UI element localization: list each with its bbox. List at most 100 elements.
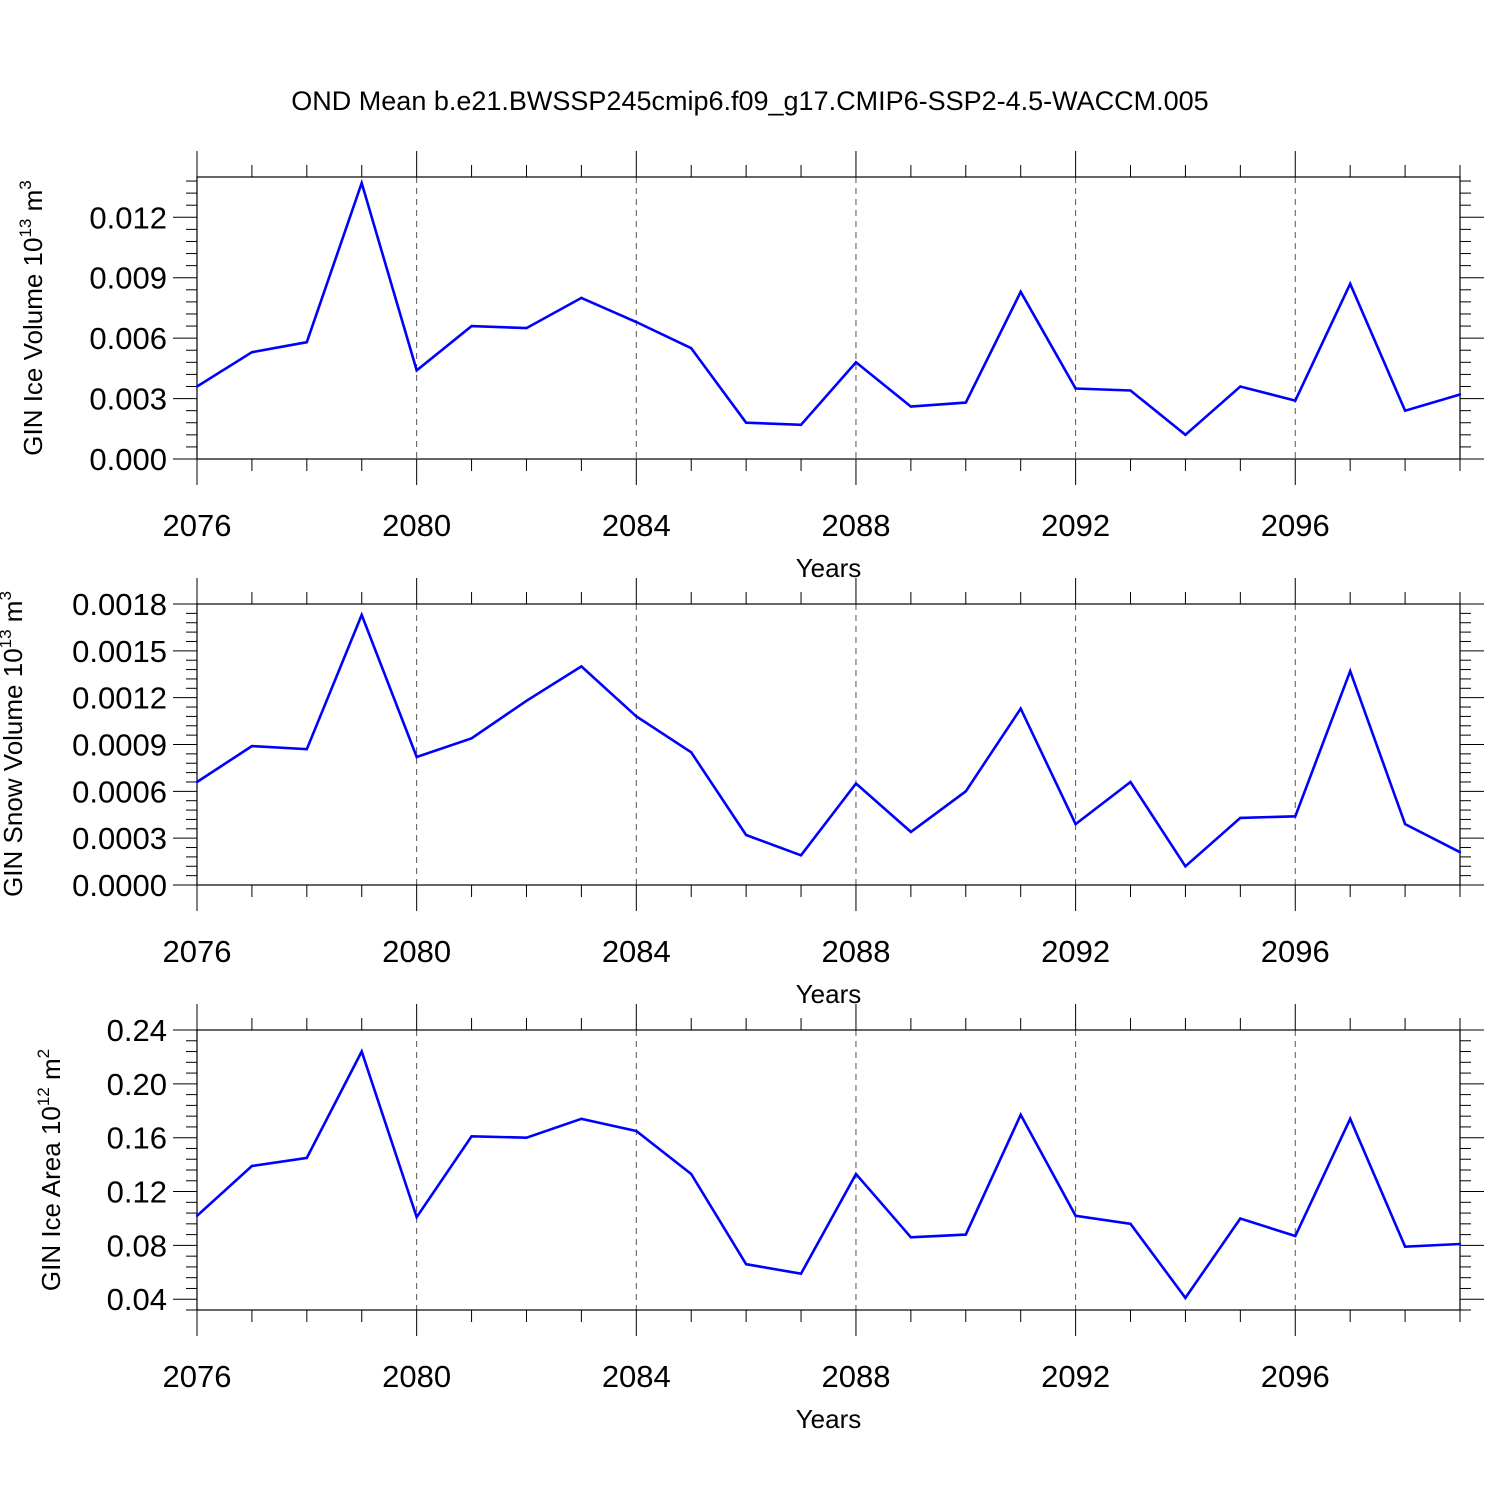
y-axis-label-superscript: 3 <box>0 591 15 600</box>
data-point <box>690 1172 693 1176</box>
y-tick-label: 0.16 <box>107 1121 167 1156</box>
data-point <box>1239 816 1242 820</box>
data-point <box>1074 387 1077 390</box>
data-point <box>305 747 309 751</box>
data-point <box>1019 290 1022 294</box>
x-tick-label: 2080 <box>382 934 451 969</box>
x-tick-label: 2076 <box>163 934 232 969</box>
data-point <box>1348 282 1352 285</box>
x-tick-label: 2096 <box>1261 508 1330 543</box>
data-point <box>525 1136 528 1139</box>
x-tick-label: 2088 <box>821 934 890 969</box>
data-point <box>854 1172 858 1176</box>
y-tick-label: 0.006 <box>89 321 167 356</box>
y-axis-label-superscript: 13 <box>16 219 35 238</box>
data-point <box>1184 1296 1187 1300</box>
data-point <box>470 1135 473 1138</box>
y-tick-label: 0.000 <box>89 442 167 477</box>
series-line <box>196 178 1461 437</box>
y-tick-label: 0.0018 <box>72 587 167 622</box>
y-axis-label-superscript: 2 <box>34 1049 53 1058</box>
data-point <box>470 324 473 328</box>
y-axis-label-part: m <box>18 190 48 219</box>
y-tick-label: 0.20 <box>107 1067 167 1102</box>
data-point <box>635 320 638 324</box>
y-tick-label: 0.0015 <box>72 634 167 669</box>
data-point <box>525 326 528 330</box>
data-point <box>909 1236 913 1239</box>
y-axis-label: GIN Snow Volume 1013 m3 <box>0 591 28 897</box>
series-line <box>196 611 1461 869</box>
data-point <box>1348 1117 1352 1121</box>
data-point <box>415 755 418 759</box>
data-point <box>360 613 363 617</box>
x-axis-label: Years <box>796 1404 862 1434</box>
data-point <box>580 296 583 300</box>
data-point <box>525 699 528 702</box>
x-tick-label: 2080 <box>382 508 451 543</box>
data-point <box>1403 409 1407 412</box>
y-axis-label-part: GIN Snow Volume 10 <box>0 648 28 897</box>
x-tick-label: 2084 <box>602 934 671 969</box>
data-point <box>1019 1113 1022 1117</box>
data-point <box>250 744 254 748</box>
panel-snow-volume: 0.0000 0.0003 0.0006 0.0009 0.0012 0.0015 0.00… <box>0 578 1484 1009</box>
y-tick-label: 0.0003 <box>72 821 167 856</box>
x-tick-label: 2084 <box>602 508 671 543</box>
x-tick-label: 2076 <box>163 1359 232 1394</box>
data-point <box>1403 1245 1407 1248</box>
x-tick-label: 2092 <box>1041 508 1110 543</box>
data-point <box>1294 1234 1297 1238</box>
x-tick-label: 2080 <box>382 1359 451 1394</box>
data-point <box>415 369 418 372</box>
data-point <box>415 1215 418 1219</box>
data-point <box>964 790 967 793</box>
data-point <box>690 347 693 350</box>
x-axis-label: Years <box>796 979 862 1009</box>
data-point <box>250 351 254 354</box>
y-tick-label: 0.12 <box>107 1175 167 1210</box>
y-axis-label-part: GIN Ice Volume 10 <box>18 238 48 456</box>
y-tick-label: 0.0000 <box>72 868 167 903</box>
data-point <box>580 665 583 668</box>
y-tick-label: 0.009 <box>89 261 167 296</box>
y-axis-label-part: m <box>36 1058 66 1087</box>
data-point <box>360 1050 363 1053</box>
data-point <box>1458 1242 1462 1246</box>
x-axis-label: Years <box>796 553 862 583</box>
x-tick-label: 2092 <box>1041 1359 1110 1394</box>
data-point <box>854 361 858 364</box>
chart-title: OND Mean b.e21.BWSSP245cmip6.f09_g17.CMI… <box>291 86 1209 116</box>
data-point <box>195 1214 199 1217</box>
y-axis-label-part: GIN Ice Area 10 <box>36 1106 66 1291</box>
data-point <box>360 181 363 185</box>
plot-frame <box>196 1029 1461 1311</box>
data-point <box>305 1156 309 1160</box>
data-point <box>744 1263 748 1266</box>
y-axis-label-superscript: 3 <box>16 180 35 189</box>
panel-ice-area: 0.04 0.08 0.12 0.16 0.20 0.24 2076 2080 2084 2088… <box>34 1004 1484 1434</box>
plot-frame <box>196 176 1461 460</box>
data-point <box>635 715 638 718</box>
data-point <box>690 751 693 754</box>
data-point <box>1129 1222 1132 1226</box>
data-point <box>1403 822 1407 826</box>
data-point <box>854 782 858 785</box>
y-axis-label: GIN Ice Volume 1013 m3 <box>16 180 48 456</box>
data-point <box>1074 822 1077 826</box>
x-tick-label: 2088 <box>821 508 890 543</box>
data-point <box>250 1164 254 1168</box>
data-point <box>1129 780 1132 784</box>
data-point <box>1129 389 1132 392</box>
x-tick-label: 2092 <box>1041 934 1110 969</box>
y-tick-label: 0.08 <box>107 1228 167 1263</box>
x-tick-label: 2084 <box>602 1359 671 1394</box>
data-point <box>799 423 803 426</box>
x-tick-label: 2088 <box>821 1359 890 1394</box>
y-tick-label: 0.0006 <box>72 774 167 809</box>
x-tick-label: 2076 <box>163 508 232 543</box>
data-point <box>964 1233 967 1236</box>
y-tick-label: 0.0012 <box>72 681 167 716</box>
panel-ice-volume: 0.000 0.003 0.006 0.009 0.012 2076 2080 2084 208… <box>16 151 1484 583</box>
